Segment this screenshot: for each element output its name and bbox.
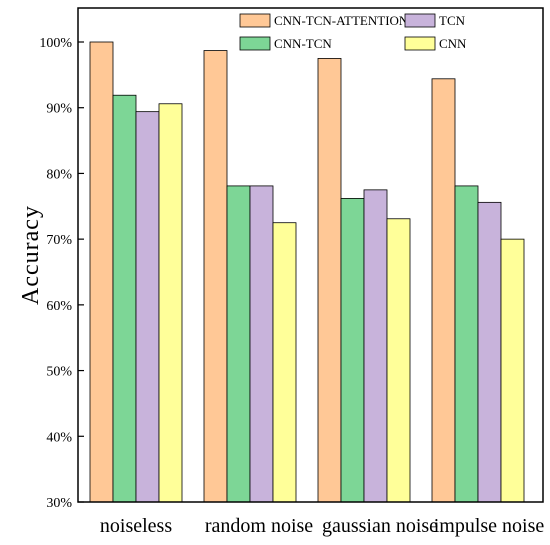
bar-cnn-tcn-impulse-noise [454,185,479,503]
legend: CNN-TCN-ATTENTION CNN-TCN TCN CNN [239,13,467,51]
legend-swatch [404,36,436,51]
legend-label: CNN [439,36,467,51]
plot-frame [77,7,544,503]
y-tick-label: 50% [46,365,72,380]
y-tick-label: 30% [46,496,72,511]
y-tick-label: 100% [39,36,72,51]
bar-cnn-tcn-attention-gaussian-noise [317,58,342,503]
bar-tcn-random-noise [249,185,274,503]
bar-tcn-gaussian-noise [363,189,388,503]
bar-cnn-random-noise [272,222,297,503]
legend-label: CNN-TCN [274,36,332,51]
bar-tcn-noiseless [135,111,160,503]
bar-cnn-tcn-noiseless [112,94,137,503]
y-tick-label: 40% [46,430,72,445]
legend-swatch [239,36,271,51]
legend-swatch [404,13,436,28]
y-tick-label: 90% [46,102,72,117]
x-category-label: gaussian noise [322,515,438,537]
bar-cnn-tcn-gaussian-noise [340,197,365,503]
bar-cnn-impulse-noise [500,238,525,503]
bar-cnn-gaussian-noise [386,218,411,503]
bars-layer [89,41,525,503]
bar-cnn-tcn-attention-impulse-noise [431,78,456,503]
y-axis-title: Accuracy [18,205,44,305]
bar-cnn-tcn-random-noise [226,185,251,503]
legend-swatch [239,13,271,28]
y-tick-label: 70% [46,233,72,248]
bar-cnn-tcn-attention-noiseless [89,41,114,503]
x-axis: noiseless random noise gaussian noiseimpul… [100,515,545,537]
bar-cnn-tcn-attention-random-noise [203,50,228,503]
bar-cnn-noiseless [158,103,183,503]
y-tick-label: 60% [46,299,72,314]
x-category-label: impulse noise [434,515,545,537]
bar-tcn-impulse-noise [477,201,502,503]
legend-label: CNN-TCN-ATTENTION [274,13,409,28]
y-tick-label: 80% [46,167,72,182]
x-category-label: random noise [205,515,313,537]
y-axis: 30% 40% 50% 60% 70% 80% 90% 100% [39,36,84,511]
x-category-label: noiseless [100,515,172,537]
legend-label: TCN [439,13,466,28]
